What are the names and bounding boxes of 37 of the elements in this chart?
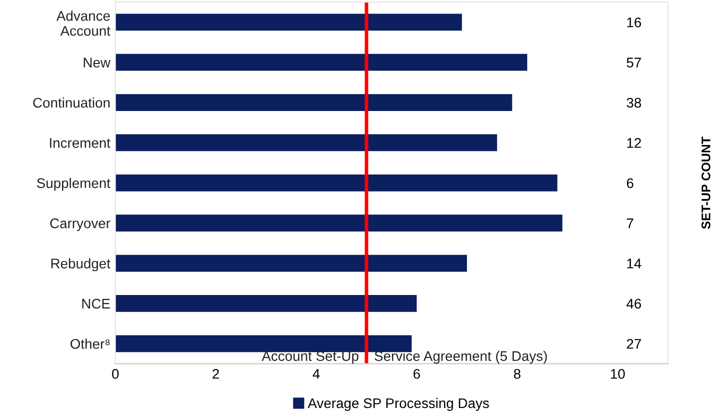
bar (115, 14, 462, 31)
bar (115, 134, 498, 152)
y-tick-label: Continuation (33, 97, 110, 108)
x-tick-label: 8 (514, 368, 520, 379)
legend-label: Average SP Processing Days (308, 398, 489, 411)
annotation: Account Set-Up (262, 351, 358, 364)
y-tick-label: Other⁸ (70, 338, 110, 349)
y2-tick-label: 38 (626, 98, 642, 108)
bar (115, 254, 467, 272)
y2-tick-label: 57 (626, 58, 641, 68)
bar (115, 295, 417, 312)
x-tick-label: 2 (212, 368, 219, 379)
bar (115, 214, 562, 232)
y-tick-label: Increment (50, 138, 110, 148)
y-tick-label: Carryover (50, 218, 110, 231)
annotation: Service Agreement (5 Days) (374, 350, 547, 364)
x-tick-label: 0 (112, 368, 119, 379)
y-tick-label: NCE (82, 298, 110, 309)
y-tick-label: New (84, 58, 111, 68)
bar (115, 335, 412, 352)
y2-axis-title: SET-UP COUNT (702, 136, 710, 229)
y-tick-label: Supplement (36, 178, 110, 191)
y2-tick-label: 46 (626, 298, 642, 309)
y2-tick-label: 27 (626, 338, 641, 349)
bar (115, 174, 558, 192)
bar (115, 94, 512, 111)
x-tick-label: 6 (414, 368, 420, 379)
y2-tick-label: 12 (627, 138, 641, 148)
y2-tick-label: 16 (627, 17, 642, 28)
y-tick-label: Advance Account (56, 10, 110, 36)
bar (115, 54, 528, 71)
x-tick-label: 10 (610, 368, 625, 379)
y-tick-label: Rebudget (51, 258, 110, 272)
y2-tick-label: 6 (626, 178, 634, 188)
y2-tick-label: 7 (626, 218, 634, 228)
x-tick-label: 4 (312, 369, 320, 379)
y2-tick-label: 14 (627, 258, 642, 268)
